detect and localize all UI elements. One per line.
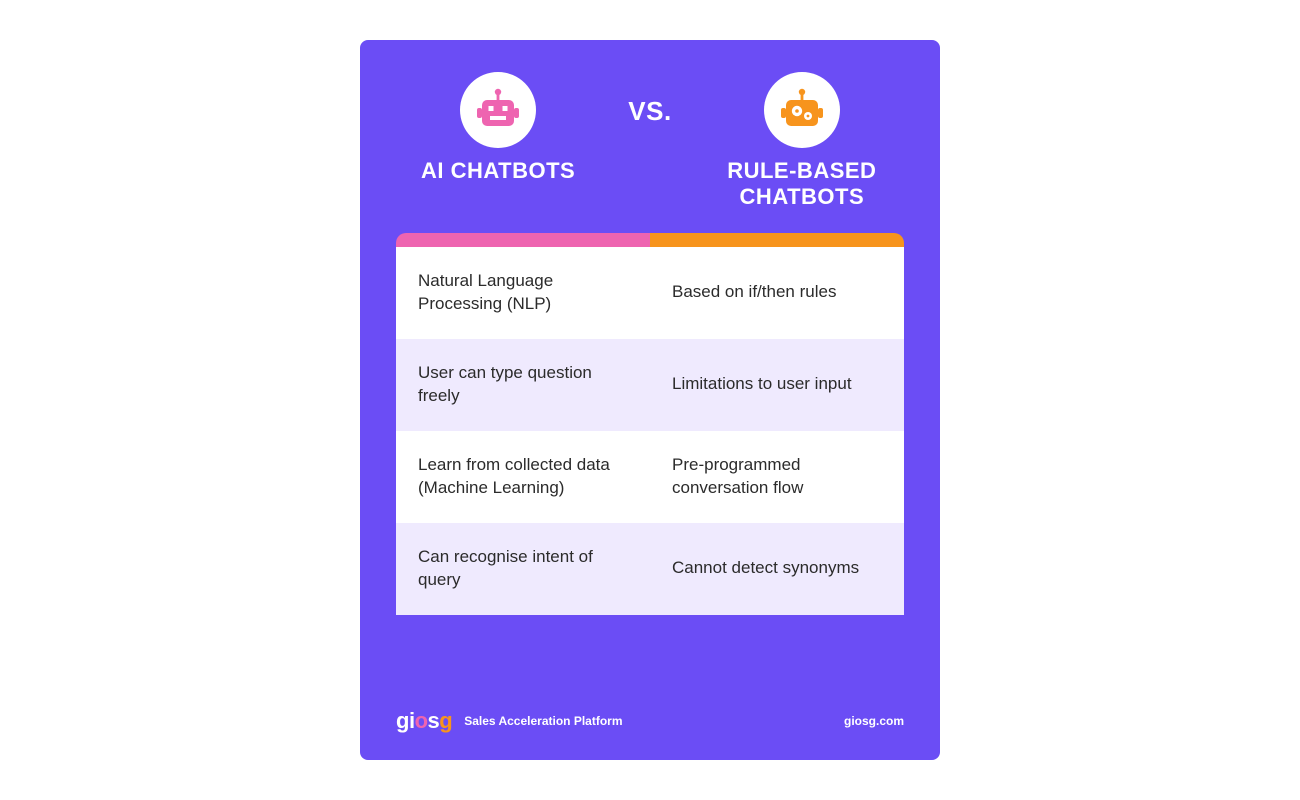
- ai-chatbot-icon-circle: [460, 72, 536, 148]
- table-row: Natural Language Processing (NLP)Based o…: [396, 247, 904, 339]
- table-row: Can recognise intent of queryCannot dete…: [396, 523, 904, 615]
- robot-gears-icon: [778, 86, 826, 134]
- left-cell: User can type question freely: [396, 339, 650, 431]
- table-row: Learn from collected data (Machine Learn…: [396, 431, 904, 523]
- right-title: RULE-BASED CHATBOTS: [700, 158, 904, 211]
- footer-url: giosg.com: [844, 714, 904, 728]
- left-cell: Learn from collected data (Machine Learn…: [396, 431, 650, 523]
- right-cell: Pre-programmed conversation flow: [650, 431, 904, 523]
- robot-face-icon: [474, 86, 522, 134]
- comparison-card: AI CHATBOTS VS.: [360, 40, 940, 760]
- right-cell: Limitations to user input: [650, 339, 904, 431]
- right-cell: Cannot detect synonyms: [650, 523, 904, 615]
- brand-logo: giosg: [396, 708, 452, 734]
- rule-chatbot-icon-circle: [764, 72, 840, 148]
- left-cell: Can recognise intent of query: [396, 523, 650, 615]
- left-accent-stripe: [396, 233, 650, 247]
- header: AI CHATBOTS VS.: [396, 72, 904, 211]
- footer-left: giosg Sales Acceleration Platform: [396, 708, 623, 734]
- footer: giosg Sales Acceleration Platform giosg.…: [396, 708, 904, 734]
- table-row: User can type question freelyLimitations…: [396, 339, 904, 431]
- comparison-table: Natural Language Processing (NLP)Based o…: [396, 233, 904, 615]
- left-title: AI CHATBOTS: [421, 158, 575, 184]
- vs-label: VS.: [628, 96, 671, 127]
- right-cell: Based on if/then rules: [650, 247, 904, 339]
- right-column-header: RULE-BASED CHATBOTS: [700, 72, 904, 211]
- footer-tagline: Sales Acceleration Platform: [464, 714, 622, 728]
- right-accent-stripe: [650, 233, 904, 247]
- left-cell: Natural Language Processing (NLP): [396, 247, 650, 339]
- left-column-header: AI CHATBOTS: [396, 72, 600, 184]
- accent-stripe: [396, 233, 904, 247]
